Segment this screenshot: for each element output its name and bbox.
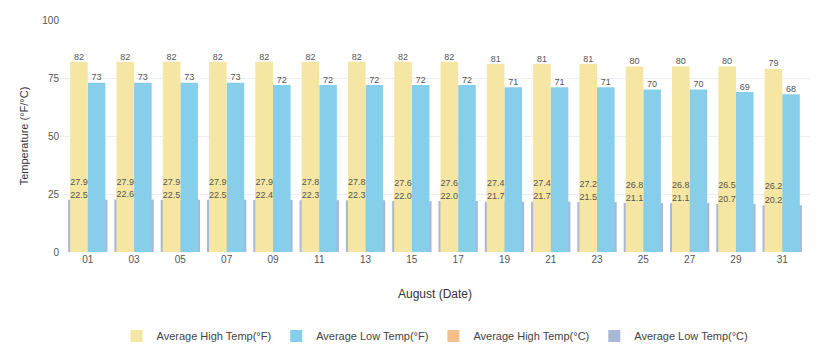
- svg-text:Average Low Temp(°C): Average Low Temp(°C): [634, 330, 747, 342]
- svg-text:15: 15: [406, 254, 418, 265]
- svg-text:27: 27: [684, 254, 696, 265]
- svg-text:27.4: 27.4: [533, 178, 551, 188]
- svg-text:71: 71: [601, 77, 611, 87]
- svg-text:22.5: 22.5: [163, 190, 181, 200]
- svg-text:22.3: 22.3: [348, 190, 366, 200]
- svg-text:05: 05: [175, 254, 187, 265]
- svg-text:27.9: 27.9: [255, 177, 273, 187]
- svg-text:03: 03: [129, 254, 141, 265]
- svg-text:79: 79: [768, 58, 778, 68]
- svg-text:82: 82: [74, 52, 84, 62]
- svg-text:26.8: 26.8: [626, 180, 644, 190]
- svg-text:25: 25: [48, 189, 60, 200]
- svg-text:23: 23: [591, 254, 603, 265]
- svg-text:22.4: 22.4: [255, 190, 273, 200]
- svg-text:72: 72: [369, 75, 379, 85]
- svg-text:17: 17: [453, 254, 465, 265]
- svg-text:81: 81: [491, 54, 501, 64]
- svg-text:72: 72: [323, 75, 333, 85]
- svg-text:21.5: 21.5: [579, 192, 597, 202]
- svg-text:100: 100: [42, 15, 59, 26]
- svg-text:27.9: 27.9: [70, 177, 88, 187]
- svg-text:Temperature (°F/°C): Temperature (°F/°C): [18, 87, 30, 186]
- svg-text:68: 68: [786, 84, 796, 94]
- svg-text:27.2: 27.2: [579, 179, 597, 189]
- svg-text:81: 81: [537, 54, 547, 64]
- svg-text:72: 72: [462, 75, 472, 85]
- svg-text:22.0: 22.0: [394, 191, 412, 201]
- svg-text:82: 82: [259, 52, 269, 62]
- svg-text:82: 82: [167, 52, 177, 62]
- svg-text:72: 72: [277, 75, 287, 85]
- svg-text:11: 11: [314, 254, 325, 265]
- svg-text:50: 50: [48, 131, 60, 142]
- svg-text:27.6: 27.6: [441, 178, 459, 188]
- svg-text:20.7: 20.7: [718, 194, 736, 204]
- svg-text:27.8: 27.8: [348, 177, 366, 187]
- svg-text:01: 01: [82, 254, 94, 265]
- svg-text:22.0: 22.0: [441, 191, 459, 201]
- svg-text:09: 09: [267, 254, 279, 265]
- svg-text:69: 69: [740, 82, 750, 92]
- svg-text:27.9: 27.9: [163, 177, 181, 187]
- svg-text:26.2: 26.2: [765, 181, 783, 191]
- svg-text:71: 71: [508, 77, 518, 87]
- svg-text:0: 0: [53, 247, 59, 258]
- svg-text:21.7: 21.7: [533, 191, 551, 201]
- svg-text:70: 70: [647, 79, 657, 89]
- svg-text:73: 73: [184, 72, 194, 82]
- svg-text:70: 70: [693, 79, 703, 89]
- svg-text:72: 72: [416, 75, 426, 85]
- svg-text:21.1: 21.1: [626, 193, 644, 203]
- svg-text:19: 19: [499, 254, 511, 265]
- svg-text:73: 73: [230, 72, 240, 82]
- svg-text:13: 13: [360, 254, 372, 265]
- svg-text:27.9: 27.9: [117, 177, 135, 187]
- svg-text:22.5: 22.5: [70, 190, 88, 200]
- svg-text:82: 82: [352, 52, 362, 62]
- svg-text:29: 29: [730, 254, 742, 265]
- svg-text:Average High Temp(°C): Average High Temp(°C): [473, 330, 589, 342]
- svg-text:22.5: 22.5: [209, 190, 227, 200]
- svg-text:73: 73: [138, 72, 148, 82]
- svg-text:27.9: 27.9: [209, 177, 227, 187]
- svg-text:80: 80: [630, 56, 640, 66]
- svg-text:21.7: 21.7: [487, 191, 505, 201]
- svg-text:25: 25: [638, 254, 650, 265]
- svg-text:75: 75: [48, 73, 60, 84]
- svg-text:26.8: 26.8: [672, 180, 690, 190]
- svg-text:27.8: 27.8: [302, 177, 320, 187]
- svg-text:Average High Temp(°F): Average High Temp(°F): [157, 330, 272, 342]
- svg-text:22.3: 22.3: [302, 190, 320, 200]
- svg-text:31: 31: [777, 254, 789, 265]
- svg-text:73: 73: [92, 72, 102, 82]
- svg-text:22.6: 22.6: [117, 189, 135, 199]
- svg-text:Average Low Temp(°F): Average Low Temp(°F): [316, 330, 428, 342]
- svg-text:82: 82: [213, 52, 223, 62]
- svg-text:82: 82: [398, 52, 408, 62]
- svg-text:21.1: 21.1: [672, 193, 690, 203]
- svg-text:82: 82: [305, 52, 315, 62]
- svg-text:21: 21: [545, 254, 557, 265]
- svg-text:27.4: 27.4: [487, 178, 505, 188]
- svg-text:80: 80: [676, 56, 686, 66]
- svg-text:26.5: 26.5: [718, 180, 736, 190]
- svg-text:August (Date): August (Date): [398, 287, 472, 301]
- svg-text:07: 07: [221, 254, 233, 265]
- svg-text:82: 82: [120, 52, 130, 62]
- svg-text:80: 80: [722, 56, 732, 66]
- svg-text:81: 81: [583, 54, 593, 64]
- svg-text:20.2: 20.2: [765, 195, 783, 205]
- svg-text:71: 71: [555, 77, 565, 87]
- svg-text:82: 82: [444, 52, 454, 62]
- svg-text:27.6: 27.6: [394, 178, 412, 188]
